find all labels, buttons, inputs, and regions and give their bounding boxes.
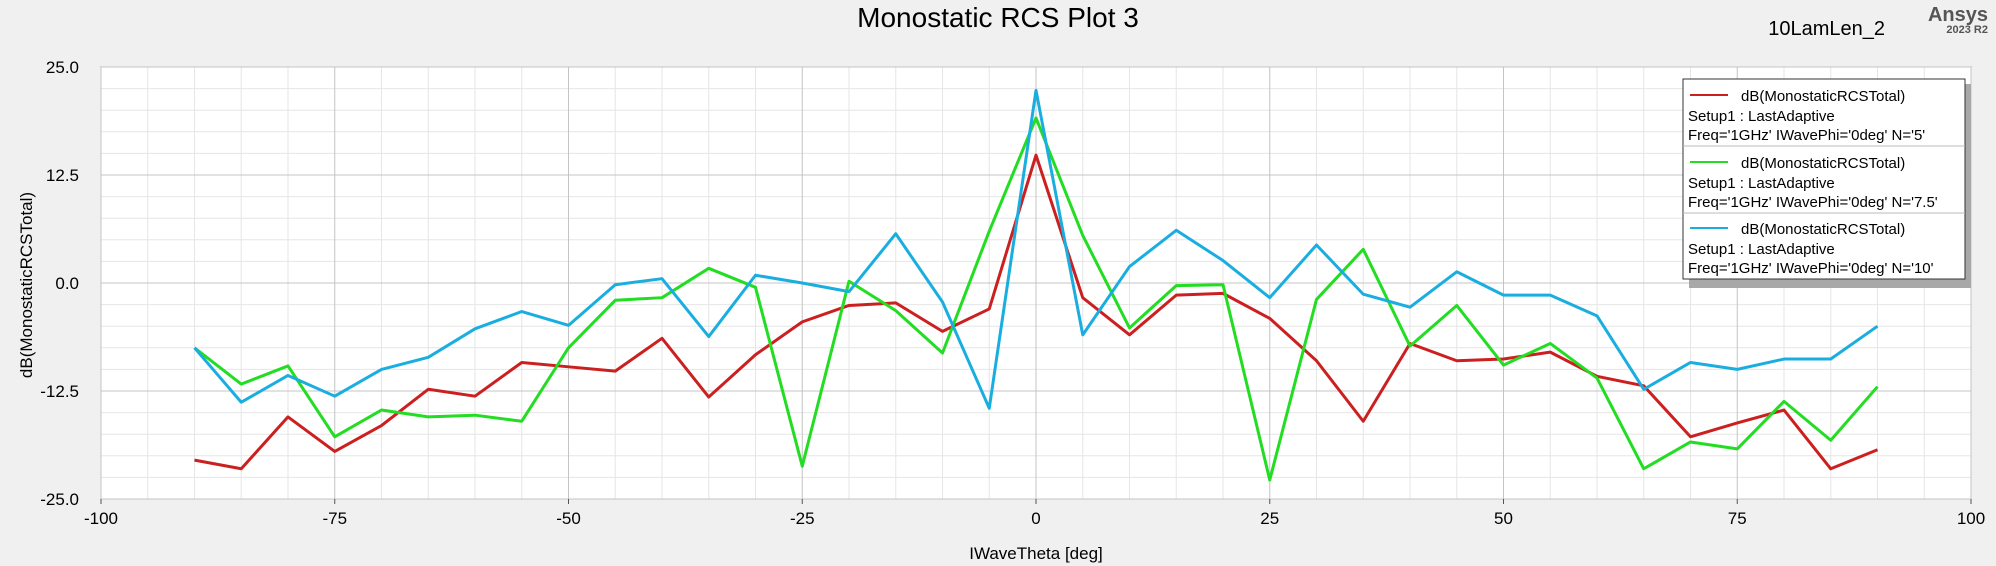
legend-series-name: dB(MonostaticRCSTotal) xyxy=(1741,88,1905,105)
legend-params: Freq='1GHz' IWavePhi='0deg' N='7.5' xyxy=(1688,194,1938,211)
x-tick-label: -100 xyxy=(84,509,118,528)
x-tick-label: 50 xyxy=(1494,509,1513,528)
x-tick-label: 0 xyxy=(1031,509,1040,528)
legend[interactable]: dB(MonostaticRCSTotal) Setup1 : LastAdap… xyxy=(1682,78,1971,288)
legend-entry-n10[interactable]: dB(MonostaticRCSTotal) Setup1 : LastAdap… xyxy=(1688,221,1934,277)
series-layer xyxy=(193,88,1879,482)
major-grid xyxy=(100,66,1972,500)
x-tick-label: -75 xyxy=(322,509,347,528)
y-axis-label: dB(MonostaticRCSTotal) xyxy=(17,192,36,378)
ansys-logo: Ansys xyxy=(1928,4,1988,26)
design-name: 10LamLen_2 xyxy=(1768,18,1885,40)
series-line-2[interactable] xyxy=(193,88,1879,410)
y-tick-label: 12.5 xyxy=(46,166,79,185)
y-axis-ticks: 25.0 12.5 0.0 -12.5 -25.0 xyxy=(40,58,79,509)
x-tick-label: -50 xyxy=(556,509,581,528)
x-axis-label: IWaveTheta [deg] xyxy=(969,544,1103,563)
legend-setup: Setup1 : LastAdaptive xyxy=(1688,175,1835,192)
legend-series-name: dB(MonostaticRCSTotal) xyxy=(1741,221,1905,238)
x-tick-label: 100 xyxy=(1957,509,1985,528)
chart-title: Monostatic RCS Plot 3 xyxy=(857,2,1139,33)
legend-entry-n7-5[interactable]: dB(MonostaticRCSTotal) Setup1 : LastAdap… xyxy=(1688,155,1938,211)
x-tick-label: -25 xyxy=(790,509,815,528)
legend-setup: Setup1 : LastAdaptive xyxy=(1688,108,1835,125)
legend-setup: Setup1 : LastAdaptive xyxy=(1688,241,1835,258)
y-tick-label: 0.0 xyxy=(55,274,79,293)
legend-entry-n5[interactable]: dB(MonostaticRCSTotal) Setup1 : LastAdap… xyxy=(1688,88,1925,144)
y-tick-label: -25.0 xyxy=(40,490,79,509)
x-axis-ticks: -100 -75 -50 -25 0 25 50 75 100 xyxy=(84,499,1985,528)
legend-params: Freq='1GHz' IWavePhi='0deg' N='5' xyxy=(1688,127,1925,144)
y-tick-label: 25.0 xyxy=(46,58,79,77)
ansys-version: 2023 R2 xyxy=(1946,24,1988,36)
legend-box xyxy=(1682,78,1966,280)
x-tick-label: 75 xyxy=(1728,509,1747,528)
x-tick-label: 25 xyxy=(1260,509,1279,528)
y-tick-label: -12.5 xyxy=(40,382,79,401)
legend-params: Freq='1GHz' IWavePhi='0deg' N='10' xyxy=(1688,260,1934,277)
series-line-1[interactable] xyxy=(193,116,1879,482)
legend-series-name: dB(MonostaticRCSTotal) xyxy=(1741,155,1905,172)
